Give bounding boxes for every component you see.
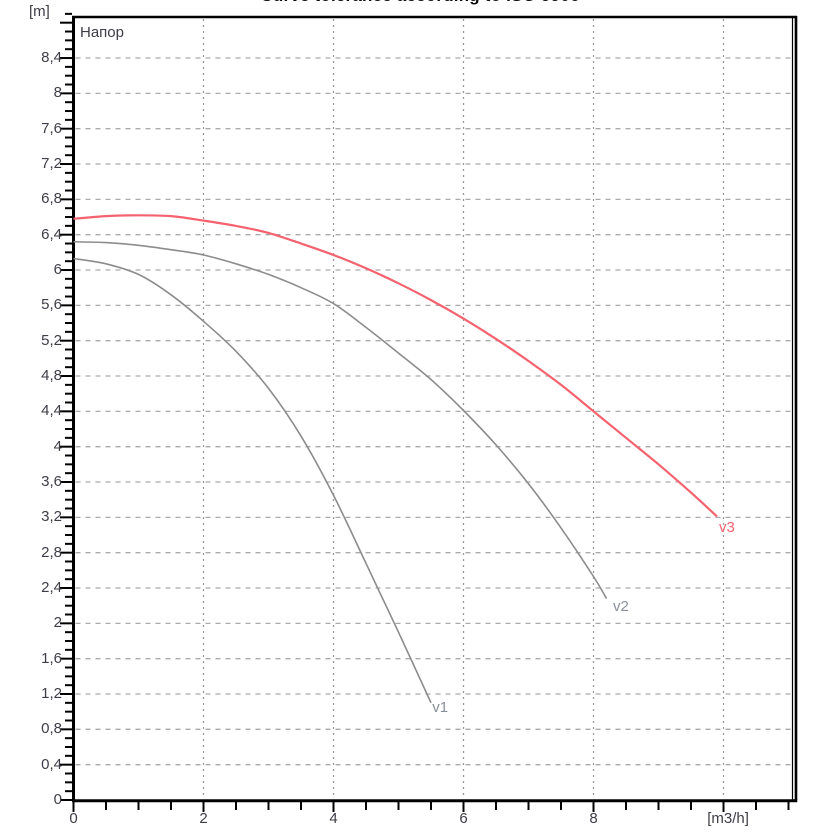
chart-title: Curve tolerance according to ISO 9906 — [0, 0, 840, 6]
y-tick-label: 4,4 — [41, 402, 62, 420]
y-tick-label: 4 — [53, 437, 62, 455]
y-tick-label: 5,6 — [41, 296, 62, 314]
y-tick-label: 0 — [53, 791, 62, 808]
y-axis-name-label: Напор — [80, 24, 124, 41]
x-tick-label: 6 — [459, 810, 468, 827]
y-tick-label: 6 — [53, 261, 62, 279]
y-tick-label: 7,2 — [41, 155, 62, 173]
y-tick-label: 1,6 — [41, 649, 62, 667]
y-tick-label: 7,6 — [41, 119, 62, 137]
y-tick-label: 0,4 — [41, 755, 62, 773]
y-tick-label: 8,4 — [41, 49, 62, 67]
x-tick-label: 8 — [589, 810, 598, 827]
y-tick-label: 2 — [53, 614, 62, 632]
y-tick-label: 8 — [53, 84, 62, 102]
x-tick-label: 0 — [69, 810, 78, 827]
y-tick-label: 1,2 — [41, 685, 62, 702]
y-tick-label: 2,4 — [41, 579, 62, 596]
y-tick-label: 3,6 — [41, 473, 62, 490]
curve-label-v2: v2 — [613, 598, 629, 616]
curve-v3 — [73, 214, 718, 518]
y-tick-label: 3,2 — [41, 508, 62, 526]
y-tick-label: 4,8 — [41, 367, 62, 385]
y-tick-label: 5,2 — [41, 331, 62, 349]
curve-v1 — [73, 257, 432, 704]
y-axis-unit-label: [m] — [29, 3, 50, 20]
y-tick-label: 6,8 — [41, 190, 62, 208]
curve-label-v3: v3 — [718, 518, 735, 536]
x-tick-label: 4 — [329, 810, 338, 827]
y-tick-label: 0,8 — [41, 720, 62, 738]
x-tick-label: 2 — [199, 810, 208, 827]
curve-label-v1: v1 — [432, 699, 449, 717]
y-tick-label: 6,4 — [41, 225, 62, 243]
y-tick-label: 2,8 — [41, 543, 62, 561]
x-axis-unit-label: [m3/h] — [707, 810, 749, 827]
curve-v2 — [73, 241, 608, 600]
